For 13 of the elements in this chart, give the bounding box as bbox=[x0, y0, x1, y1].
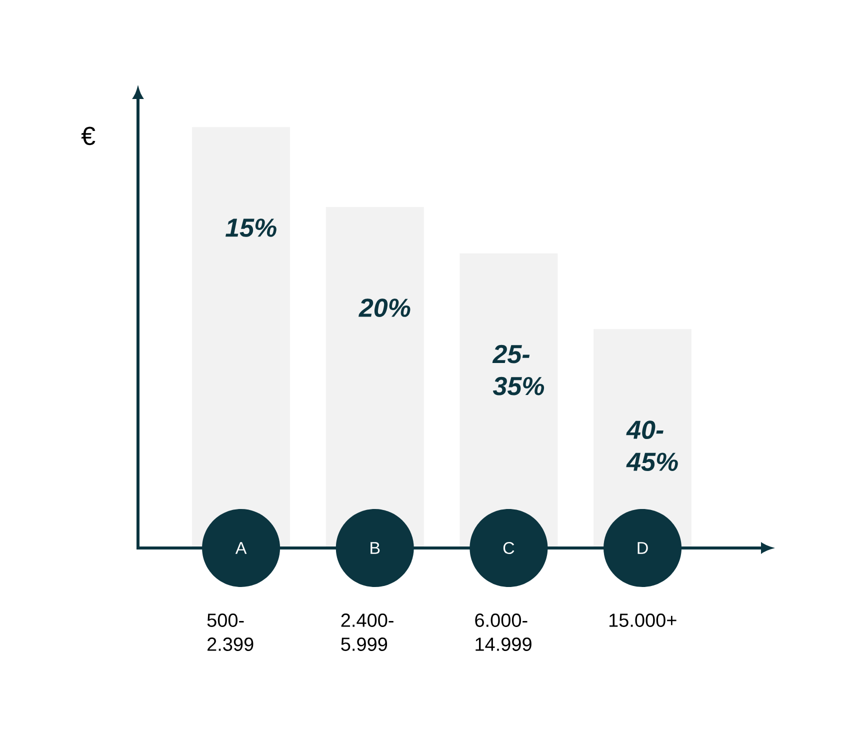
annotation: 20% bbox=[358, 298, 410, 317]
annotation: 15% bbox=[226, 218, 276, 237]
text: 2.400-5.999 bbox=[341, 614, 394, 651]
text: 500-2.399 bbox=[207, 614, 254, 651]
annotation: 40-45% bbox=[626, 420, 678, 472]
x-tick-label: A bbox=[235, 542, 247, 554]
x-tick-label: D bbox=[638, 542, 648, 554]
annotation: 25-35% bbox=[492, 344, 544, 396]
y-axis-title: € bbox=[81, 126, 96, 146]
text: 6.000-14.999 bbox=[475, 614, 532, 651]
x-tick-label: B bbox=[370, 542, 380, 554]
x-tick-label: C bbox=[503, 542, 514, 554]
text: 15.000+ bbox=[609, 614, 676, 627]
